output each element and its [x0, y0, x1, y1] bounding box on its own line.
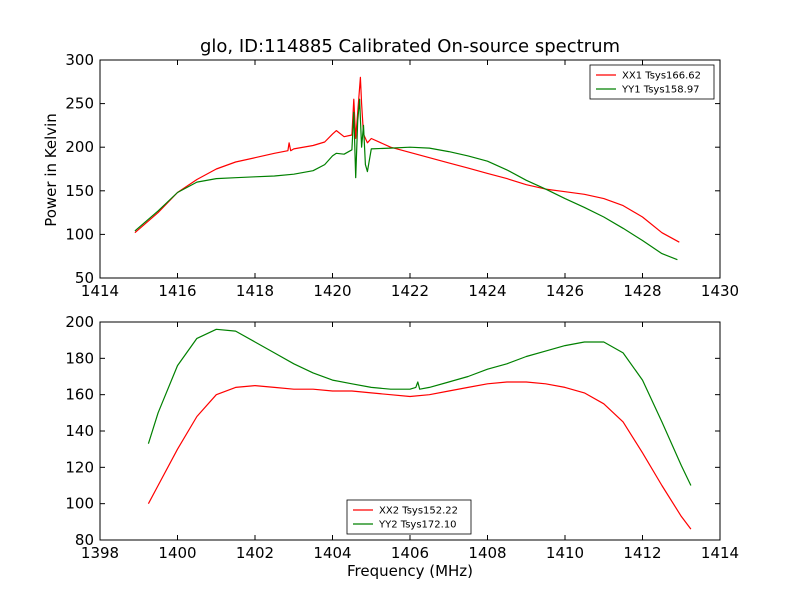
y-tick-label: 160: [65, 386, 94, 404]
x-axis-title: Frequency (MHz): [347, 562, 473, 580]
x-tick-label: 1414: [81, 282, 119, 300]
legend-label: XX2 Tsys152.22: [379, 506, 458, 517]
legend-label: YY1 Tsys158.97: [621, 85, 700, 96]
x-tick-label: 1402: [236, 544, 274, 562]
y-tick-label: 180: [65, 349, 94, 367]
y-tick-label: 100: [65, 225, 94, 243]
x-tick-label: 1414: [701, 544, 739, 562]
x-tick-label: 1406: [391, 544, 429, 562]
x-tick-label: 1412: [623, 544, 661, 562]
x-tick-label: 1426: [546, 282, 584, 300]
x-tick-label: 1400: [158, 544, 196, 562]
legend-box: [346, 499, 472, 535]
x-tick-label: 1408: [468, 544, 506, 562]
x-tick-label: 1422: [391, 282, 429, 300]
y-axis-title: Power in Kelvin: [42, 113, 60, 227]
series-line-xx1: [134, 76, 680, 243]
x-tick-label: 1418: [236, 282, 274, 300]
y-tick-label: 100: [65, 495, 94, 513]
x-tick-label: 1428: [623, 282, 661, 300]
y-tick-label: 300: [65, 51, 94, 69]
x-tick-label: 1404: [313, 544, 351, 562]
legend-label: XX1 Tsys166.62: [622, 71, 701, 82]
x-tick-label: 1410: [546, 544, 584, 562]
y-tick-label: 120: [65, 458, 94, 476]
x-tick-label: 1424: [468, 282, 506, 300]
x-tick-label: 1398: [81, 544, 119, 562]
y-tick-label: 200: [65, 313, 94, 331]
bottom-spectrum-panel: Frequency (MHz) 1398 1400 1402 1404 1406 1408…: [65, 313, 739, 580]
y-tick-label: 250: [65, 95, 94, 113]
legend: XX1 Tsys166.62 YY1 Tsys158.97: [589, 64, 715, 100]
x-tick-label: 1416: [158, 282, 196, 300]
legend-label: YY2 Tsys172.10: [378, 520, 457, 531]
y-tick-label: 200: [65, 138, 94, 156]
legend-box: [589, 64, 715, 100]
x-tick-label: 1420: [313, 282, 351, 300]
legend: XX2 Tsys152.22 YY2 Tsys172.10: [346, 499, 472, 535]
y-tick-label: 150: [65, 182, 94, 200]
y-tick-label: 80: [75, 531, 94, 549]
series-line-xx2: [147, 381, 692, 530]
y-tick-label: 140: [65, 422, 94, 440]
series-line-yy1: [134, 98, 678, 261]
top-spectrum-panel: glo, ID:114885 Calibrated On-source spec…: [42, 36, 739, 300]
series-line-yy2: [147, 328, 692, 486]
chart-title: glo, ID:114885 Calibrated On-source spec…: [200, 36, 620, 57]
x-tick-label: 1430: [701, 282, 739, 300]
y-tick-label: 50: [75, 269, 94, 287]
